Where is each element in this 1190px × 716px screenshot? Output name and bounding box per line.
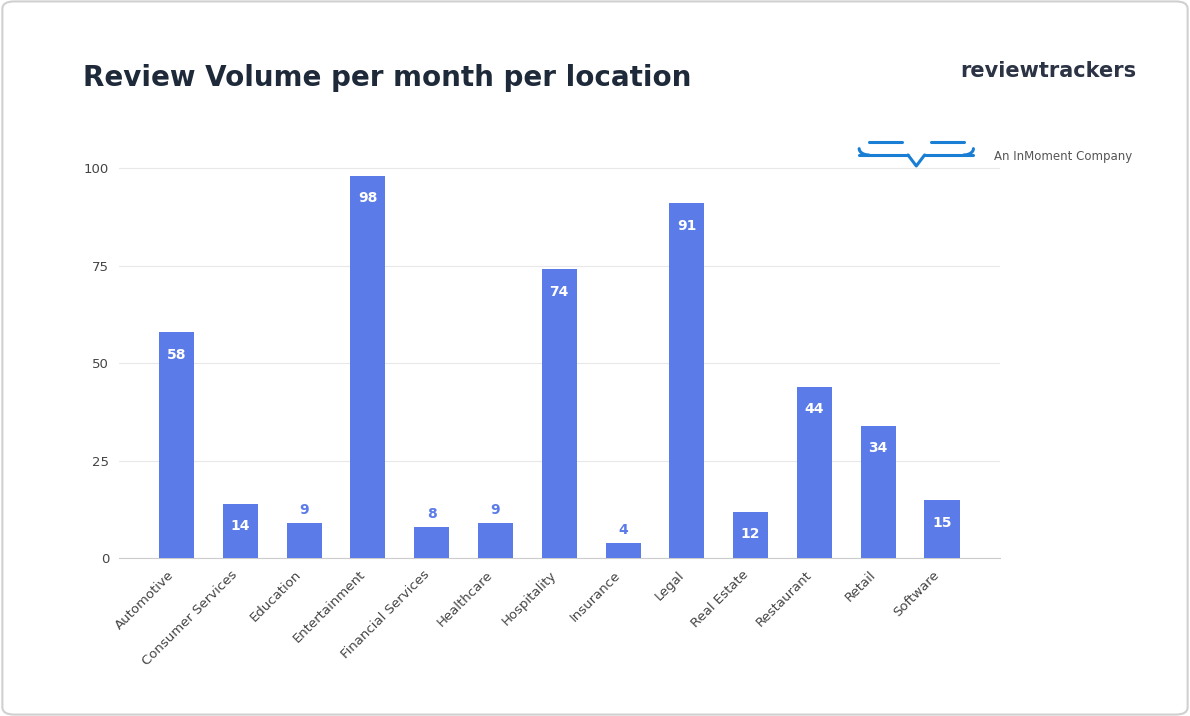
Bar [478,523,513,558]
Text: 44: 44 [804,402,825,416]
Bar [669,203,704,558]
Text: 91: 91 [677,218,696,233]
Bar [606,543,640,558]
Bar [159,332,194,558]
Text: 15: 15 [932,516,952,530]
Text: 74: 74 [550,285,569,299]
Bar [797,387,832,558]
Text: 58: 58 [167,347,187,362]
Text: reviewtrackers: reviewtrackers [960,61,1136,81]
Bar [414,527,450,558]
Bar [287,523,321,558]
Bar [541,269,577,558]
Bar [350,175,386,558]
Text: 8: 8 [427,508,437,521]
Bar [223,504,258,558]
Text: 98: 98 [358,191,377,205]
Bar [925,500,959,558]
Text: 9: 9 [300,503,309,518]
Text: An InMoment Company: An InMoment Company [994,150,1132,163]
Bar [860,426,896,558]
Text: 4: 4 [619,523,628,537]
Bar [733,512,769,558]
Text: Review Volume per month per location: Review Volume per month per location [83,64,691,92]
Text: 9: 9 [490,503,500,518]
Text: 12: 12 [741,527,760,541]
Text: 14: 14 [231,519,250,533]
Text: 34: 34 [869,441,888,455]
